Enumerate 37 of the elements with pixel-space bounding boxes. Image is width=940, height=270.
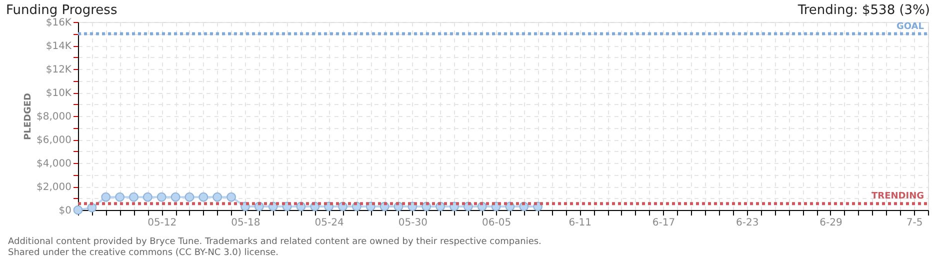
point	[115, 192, 124, 202]
x-tick-label: 6-23	[736, 218, 759, 228]
point	[142, 192, 152, 202]
text: Additional content provided by Bryce Tune. Trademarks and related content are owned by their respective companies.	[8, 237, 542, 247]
point	[129, 192, 138, 202]
ref-line-label: TRENDING	[872, 192, 924, 202]
point	[184, 192, 194, 202]
x-tick-label: 05-30	[398, 218, 428, 228]
point	[101, 192, 111, 202]
y-tick-label: $10K	[46, 88, 72, 99]
y-tick-label: $4,000	[36, 158, 72, 170]
chart-title: Funding Progress	[6, 3, 118, 18]
x-tick-label: 06-05	[482, 218, 512, 228]
point	[212, 192, 222, 202]
x-tick-label: 05-24	[314, 218, 344, 228]
x-tick-label: 05-18	[231, 218, 260, 228]
x-tick-label: 05-12	[148, 218, 177, 228]
x-tick-label: 6-11	[568, 218, 592, 228]
y-tick-label: $6,000	[36, 135, 72, 146]
x-tick-label: 7-5	[906, 218, 923, 228]
y-axis-title: PLEDGED	[24, 93, 34, 140]
point	[156, 192, 166, 202]
y-tick-label: $8,000	[36, 112, 72, 122]
x-tick-label: 6-17	[652, 218, 676, 228]
point	[226, 192, 236, 202]
y-tick-label: $14K	[46, 41, 72, 52]
point	[198, 192, 208, 202]
point	[170, 192, 180, 202]
y-tick-label: $16K	[46, 18, 72, 28]
x-tick-label: 6-29	[820, 218, 842, 228]
text: Shared under the creative commons (CC BY-NC 3.0) license.	[8, 248, 279, 258]
point	[87, 202, 97, 212]
y-tick-label: $0	[58, 206, 72, 216]
y-tick-label: $12K	[46, 64, 72, 76]
y-tick-label: $2,000	[36, 182, 72, 193]
text: Trending: $538 (3%)	[796, 3, 930, 18]
ref-line-label: GOAL	[896, 22, 924, 32]
